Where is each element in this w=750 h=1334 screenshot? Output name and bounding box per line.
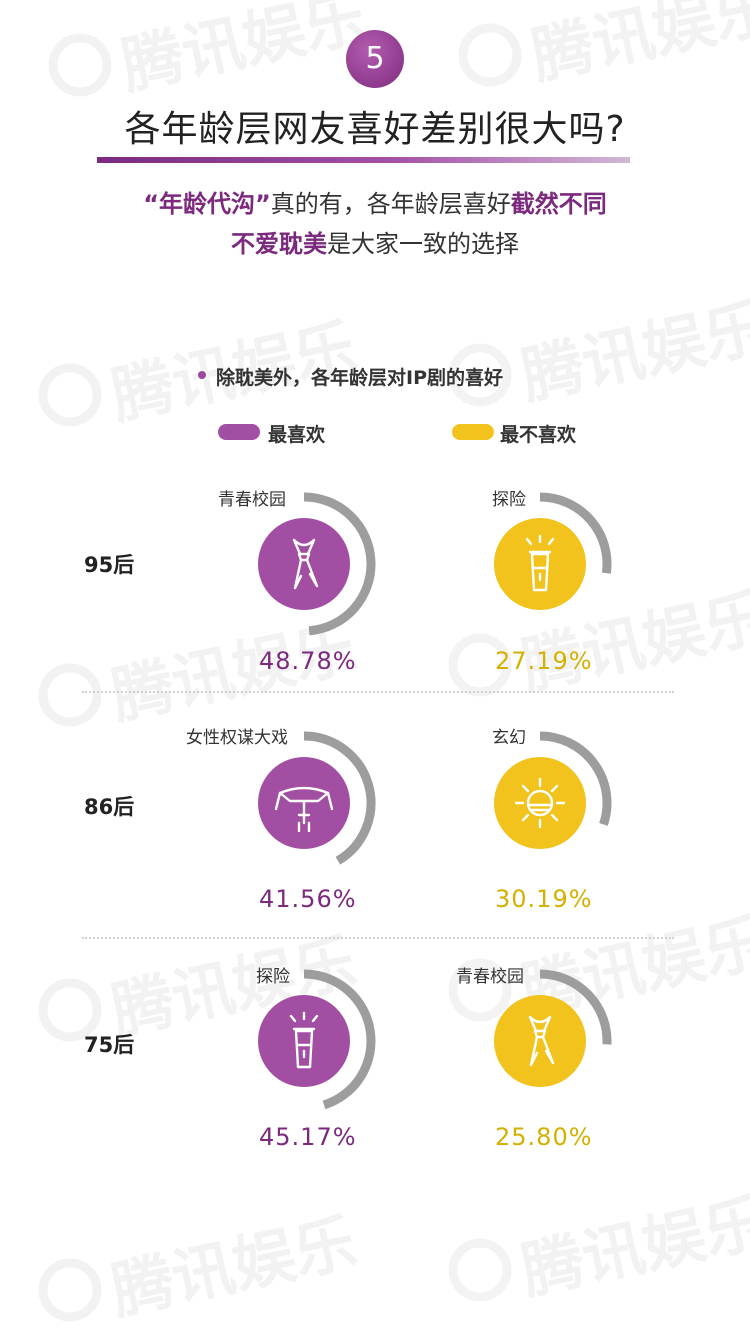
necktie-icon <box>292 538 319 590</box>
category-label: 青春校园 <box>456 967 524 987</box>
percent-arc <box>539 492 612 574</box>
donut-least-liked <box>494 969 612 1087</box>
page-title: 各年龄层网友喜好差别很大吗? <box>124 109 626 150</box>
donut-most-liked <box>258 731 376 865</box>
percent-arc <box>539 731 612 826</box>
category-label: 青春校园 <box>218 490 286 510</box>
legend-label-most-liked: 最喜欢 <box>268 424 326 446</box>
category-label: 探险 <box>492 490 526 510</box>
percent-arc <box>539 969 612 1045</box>
subtitle-text-1: 真的有，各年龄层喜好 <box>270 190 511 218</box>
donut-most-liked <box>258 492 376 636</box>
donut-most-liked <box>258 969 376 1110</box>
category-label: 女性权谋大戏 <box>186 728 288 748</box>
necktie-icon <box>528 1015 555 1067</box>
percent-arc <box>303 969 376 1110</box>
percent-arc <box>303 731 376 865</box>
flashlight-icon <box>289 1011 319 1069</box>
legend-swatch-most-liked <box>218 424 260 440</box>
legend-swatch-least-liked <box>452 424 494 440</box>
percent-label: 30.19% <box>495 885 593 913</box>
category-label: 玄幻 <box>492 728 526 748</box>
chart-title: 除耽美外，各年龄层对IP剧的喜好 <box>216 367 503 389</box>
age-label-95: 95后 <box>84 553 135 577</box>
subtitle-highlight-different: 截然不同 <box>510 190 607 218</box>
flashlight-icon <box>525 534 555 592</box>
percent-label: 27.19% <box>495 647 593 675</box>
category-label: 探险 <box>256 967 290 987</box>
percent-arc <box>303 492 376 636</box>
category-circle <box>494 518 586 610</box>
bullet-dot <box>198 371 206 379</box>
age-label-75: 75后 <box>84 1033 135 1057</box>
age-label-86: 86后 <box>84 795 135 819</box>
category-circle <box>494 995 586 1087</box>
subtitle-line-1: “年龄代沟”真的有，各年龄层喜好截然不同 <box>0 184 750 219</box>
percent-label: 48.78% <box>259 647 357 675</box>
donut-least-liked <box>494 731 612 849</box>
subtitle-highlight-generation-gap: “年龄代沟” <box>143 190 271 218</box>
category-circle <box>258 518 350 610</box>
percent-label: 25.80% <box>495 1123 593 1151</box>
category-circle <box>258 995 350 1087</box>
percent-label: 41.56% <box>259 885 357 913</box>
legend-label-least-liked: 最不喜欢 <box>500 424 577 446</box>
subtitle-highlight-no-danmei: 不爱耽美 <box>231 230 327 258</box>
row-separator <box>82 691 674 693</box>
section-number-badge: 5 <box>346 30 404 88</box>
donut-least-liked <box>494 492 612 610</box>
subtitle-text-2: 是大家一致的选择 <box>327 230 519 258</box>
row-separator <box>82 937 674 939</box>
hairpin-icon <box>274 786 334 833</box>
subtitle-line-2: 不爱耽美是大家一致的选择 <box>0 224 750 259</box>
category-circle <box>494 757 586 849</box>
crystal-orb-icon <box>514 777 566 829</box>
percent-label: 45.17% <box>259 1123 357 1151</box>
title-underline <box>97 157 630 163</box>
